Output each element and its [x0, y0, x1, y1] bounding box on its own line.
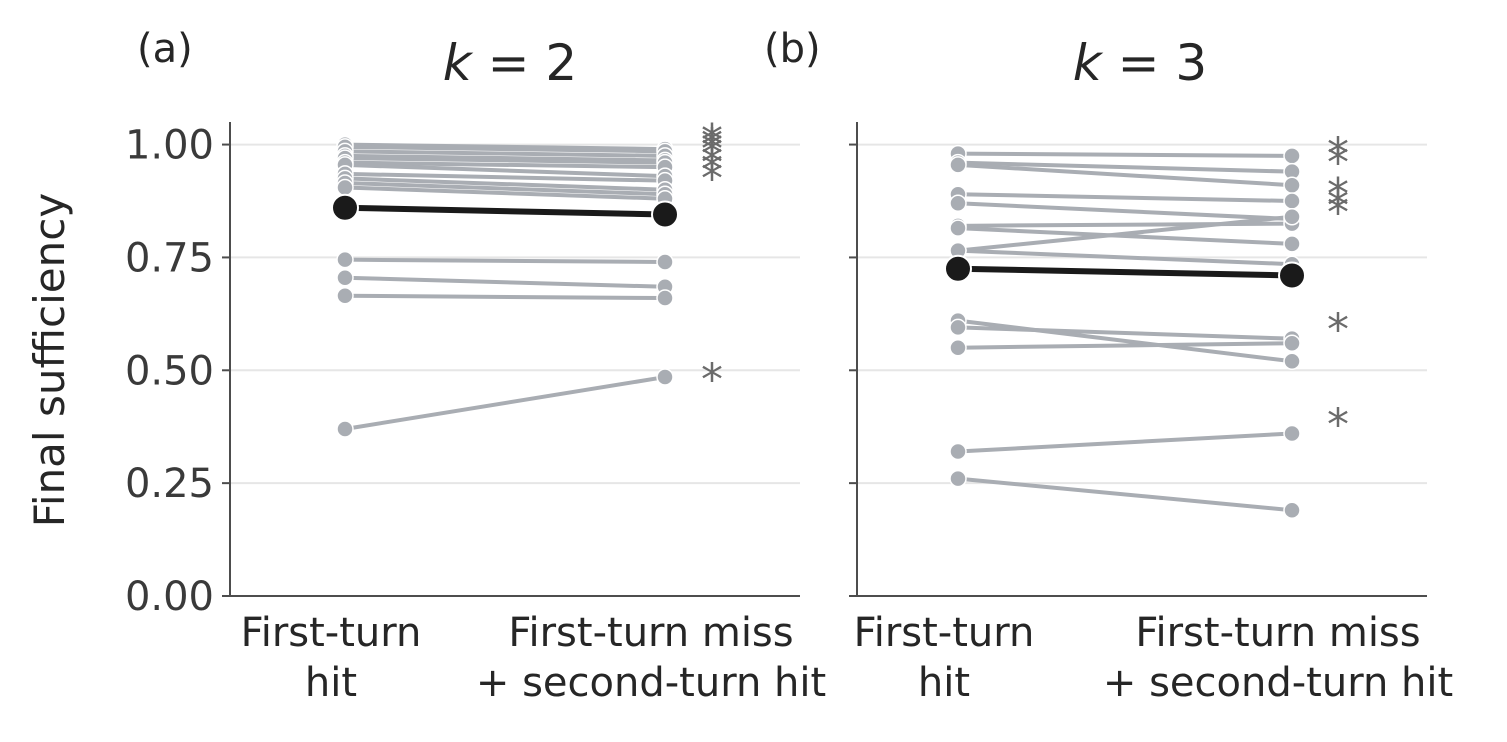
pair-point — [656, 368, 674, 386]
panel-label: (a) — [137, 26, 193, 72]
significance-star: * — [1327, 399, 1349, 450]
pair-line — [344, 162, 666, 179]
pair-point — [1283, 192, 1301, 210]
pair-line — [344, 176, 666, 192]
mean-point — [651, 200, 679, 229]
y-tick-label: 0.25 — [125, 461, 214, 507]
pair-line — [344, 160, 666, 170]
pair-line — [344, 180, 666, 197]
pair-line — [957, 214, 1293, 253]
pair-point — [949, 469, 967, 488]
significance-star: * — [1327, 138, 1349, 189]
pair-point — [1283, 235, 1301, 253]
pair-point — [336, 287, 354, 305]
panel-a: 0.00 0.25 0.50 0.75 1.00 First-turn hit First-t… — [125, 26, 826, 706]
panel-label: (b) — [764, 26, 821, 72]
significance-star: * — [1327, 180, 1349, 231]
pair-line — [344, 142, 666, 152]
panel-b: First-turn hit First-turn miss + second-tur… — [764, 26, 1453, 706]
pair-point — [1283, 334, 1301, 352]
pair-line — [344, 275, 666, 289]
significance-star: * — [701, 129, 723, 180]
pair-point — [1283, 147, 1301, 165]
pair-point — [949, 156, 967, 174]
significance-star: * — [701, 153, 723, 204]
mean-point — [1278, 261, 1306, 290]
significance-star: * — [701, 138, 723, 189]
pair-point — [656, 289, 674, 307]
x-tick-label: First-turn miss + second-turn hit — [1103, 610, 1453, 706]
pair-point — [949, 219, 967, 237]
pair-point — [949, 318, 967, 337]
significance-star: * — [1327, 169, 1349, 220]
pair-line — [344, 185, 666, 201]
x-tick-label: First-turn hit — [241, 610, 422, 706]
panel-title: k = 3 — [1073, 34, 1207, 92]
y-tick-label: 0.00 — [125, 574, 214, 620]
x-tick-label: First-turn miss + second-turn hit — [476, 610, 826, 706]
mean-point — [944, 254, 972, 283]
mean-point — [331, 193, 359, 222]
pair-point — [336, 178, 354, 197]
pair-point — [336, 250, 354, 269]
pair-line — [957, 431, 1293, 454]
significance-star: * — [701, 144, 723, 195]
pair-line — [344, 153, 666, 163]
pair-point — [336, 420, 354, 438]
panel-title: k = 2 — [443, 34, 577, 92]
significance-star: * — [701, 354, 723, 405]
pair-line — [957, 476, 1293, 513]
significance-star: * — [1327, 305, 1349, 356]
x-tick-label: First-turn hit — [854, 610, 1035, 706]
pair-line — [957, 226, 1293, 246]
significance-star: * — [701, 115, 723, 166]
significance-star: * — [1327, 129, 1349, 180]
y-tick-label: 0.50 — [125, 348, 214, 394]
pair-point — [1283, 208, 1301, 226]
pair-line — [957, 192, 1293, 203]
pair-point — [1283, 352, 1301, 371]
significance-star: * — [701, 120, 723, 171]
pair-point — [336, 268, 354, 287]
pair-line — [344, 144, 666, 154]
y-tick-label: 1.00 — [125, 123, 214, 169]
pair-line — [957, 221, 1293, 228]
mean-line — [957, 265, 1293, 279]
pair-line — [957, 318, 1293, 364]
pair-point — [1283, 501, 1301, 519]
pair-point — [1283, 424, 1301, 443]
pair-line — [344, 171, 666, 183]
pair-line — [957, 201, 1293, 222]
pair-line — [957, 151, 1293, 158]
pair-line — [344, 149, 666, 158]
significance-star: * — [701, 124, 723, 175]
pair-line — [957, 325, 1293, 341]
pair-line — [957, 248, 1293, 267]
pair-line — [344, 375, 666, 431]
significance-star: * — [1327, 187, 1349, 238]
pair-point — [949, 194, 967, 213]
pair-line — [957, 341, 1293, 350]
mean-line — [344, 204, 666, 218]
pair-point — [1283, 176, 1301, 194]
pair-line — [344, 293, 666, 301]
pair-point — [656, 253, 674, 271]
pair-point — [949, 338, 967, 357]
y-tick-label: 0.75 — [125, 235, 214, 281]
pair-line — [957, 160, 1293, 174]
y-axis-label: Final sufficiency — [25, 193, 74, 527]
pair-line — [957, 162, 1293, 188]
pair-line — [344, 156, 666, 165]
pair-point — [949, 442, 967, 461]
pair-line — [344, 257, 666, 264]
